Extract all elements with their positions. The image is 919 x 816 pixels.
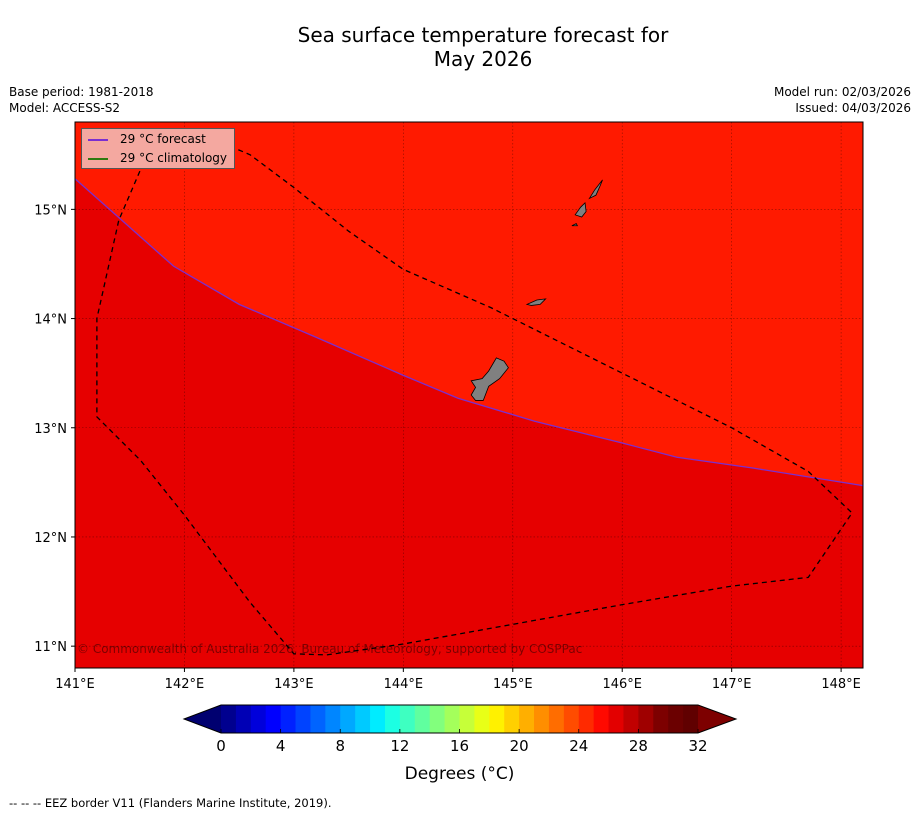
- colorbar-segment: [429, 705, 446, 733]
- legend-climatology-label: 29 °C climatology: [120, 151, 228, 165]
- colorbar-segment: [265, 705, 282, 733]
- colorbar-segment: [370, 705, 386, 733]
- lat-tick-label: 12°N: [34, 531, 67, 546]
- lat-tick-label: 13°N: [34, 422, 67, 437]
- colorbar-segment: [504, 705, 520, 733]
- lon-tick-label: 143°E: [274, 677, 314, 692]
- colorbar-segment: [563, 705, 580, 733]
- colorbar-tick-label: 32: [688, 737, 707, 755]
- colorbar-segment: [399, 705, 416, 733]
- title-line-1: Sea surface temperature forecast for: [297, 23, 669, 47]
- colorbar-segment: [474, 705, 490, 733]
- colorbar-segment: [623, 705, 639, 733]
- colorbar-segment: [489, 705, 505, 733]
- colorbar-segment: [250, 705, 267, 733]
- colorbar-segment: [593, 705, 610, 733]
- colorbar-tick-label: 4: [276, 737, 286, 755]
- colorbar-tick-label: 12: [390, 737, 409, 755]
- colorbar-segment: [519, 705, 535, 733]
- legend-climatology-line-icon: [88, 157, 108, 160]
- lon-tick-label: 145°E: [493, 677, 533, 692]
- colorbar-segment: [668, 705, 684, 733]
- legend-climatology: 29 °C climatology: [88, 150, 227, 166]
- colorbar-label: Degrees (°C): [404, 764, 515, 784]
- colorbar-tick-label: 8: [335, 737, 345, 755]
- colorbar-tick-label: 16: [450, 737, 469, 755]
- model-run: Model run: 02/03/2026: [773, 85, 911, 99]
- colorbar-segment: [355, 705, 371, 733]
- colorbar-segment: [459, 705, 475, 733]
- colorbar-segment: [638, 705, 654, 733]
- colorbar-segment: [444, 705, 460, 733]
- island-tinian: [574, 201, 587, 218]
- map-legend: 29 °C forecast 29 °C climatology: [81, 128, 235, 169]
- colorbar-segment: [608, 705, 624, 733]
- legend-forecast: 29 °C forecast: [88, 131, 206, 147]
- forecast-29c-contour: [74, 178, 864, 487]
- island-rota: [525, 298, 547, 306]
- base-period: Base period: 1981-2018: [9, 85, 154, 99]
- lat-tick-label: 15°N: [34, 203, 67, 218]
- model-name: Model: ACCESS-S2: [9, 101, 121, 115]
- island-aguijan: [571, 223, 578, 227]
- sst-map: 141°E 142°E 143°E 144°E 145°E 146°E 147°E 148°E…: [34, 121, 864, 755]
- colorbar-tick-label: 0: [216, 737, 226, 755]
- colorbar-segment: [683, 705, 699, 733]
- lon-tick-label: 148°E: [821, 677, 861, 692]
- legend-forecast-label: 29 °C forecast: [120, 132, 206, 146]
- eez-border: [96, 135, 853, 656]
- eez-footnote: -- -- -- EEZ border V11 (Flanders Marine…: [9, 796, 332, 810]
- colorbar-segment: [310, 705, 326, 733]
- colorbar-segment: [340, 705, 356, 733]
- colorbar-tick-label: 24: [569, 737, 588, 755]
- colorbar-tick-label: 28: [629, 737, 648, 755]
- colorbar-segment: [384, 705, 401, 733]
- colorbar: 0 4 8 12 16 20 24 28 32: [182, 704, 738, 755]
- colorbar-segment: [548, 705, 565, 733]
- colorbar-segment: [578, 705, 595, 733]
- lon-tick-label: 144°E: [384, 677, 424, 692]
- colorbar-segment: [534, 705, 550, 733]
- lat-tick-label: 11°N: [34, 640, 67, 655]
- island-saipan: [588, 179, 603, 200]
- colorbar-segment: [295, 705, 311, 733]
- map-frame: [74, 121, 864, 669]
- colorbar-under-arrow: [184, 705, 221, 733]
- legend-forecast-line-icon: [88, 138, 108, 141]
- map-layer: 141°E 142°E 143°E 144°E 145°E 146°E 147°E 148°E…: [34, 121, 864, 692]
- colorbar-tick-label: 20: [510, 737, 529, 755]
- lon-tick-label: 141°E: [55, 677, 95, 692]
- colorbar-segment: [414, 705, 431, 733]
- colorbar-segment: [235, 705, 252, 733]
- colorbar-over-arrow: [698, 705, 736, 733]
- colorbar-segment: [280, 705, 297, 733]
- copyright-text: © Commonwealth of Australia 2026, Bureau…: [77, 642, 582, 656]
- colorbar-segment: [653, 705, 669, 733]
- issued-date: Issued: 04/03/2026: [795, 101, 911, 115]
- lon-tick-label: 147°E: [712, 677, 752, 692]
- colorbar-segment: [325, 705, 341, 733]
- colorbar-segment: [221, 705, 237, 733]
- lat-tick-label: 14°N: [34, 313, 67, 328]
- island-guam: [470, 357, 509, 401]
- title-line-2: May 2026: [433, 47, 533, 71]
- lon-tick-label: 146°E: [602, 677, 642, 692]
- lon-tick-label: 142°E: [165, 677, 205, 692]
